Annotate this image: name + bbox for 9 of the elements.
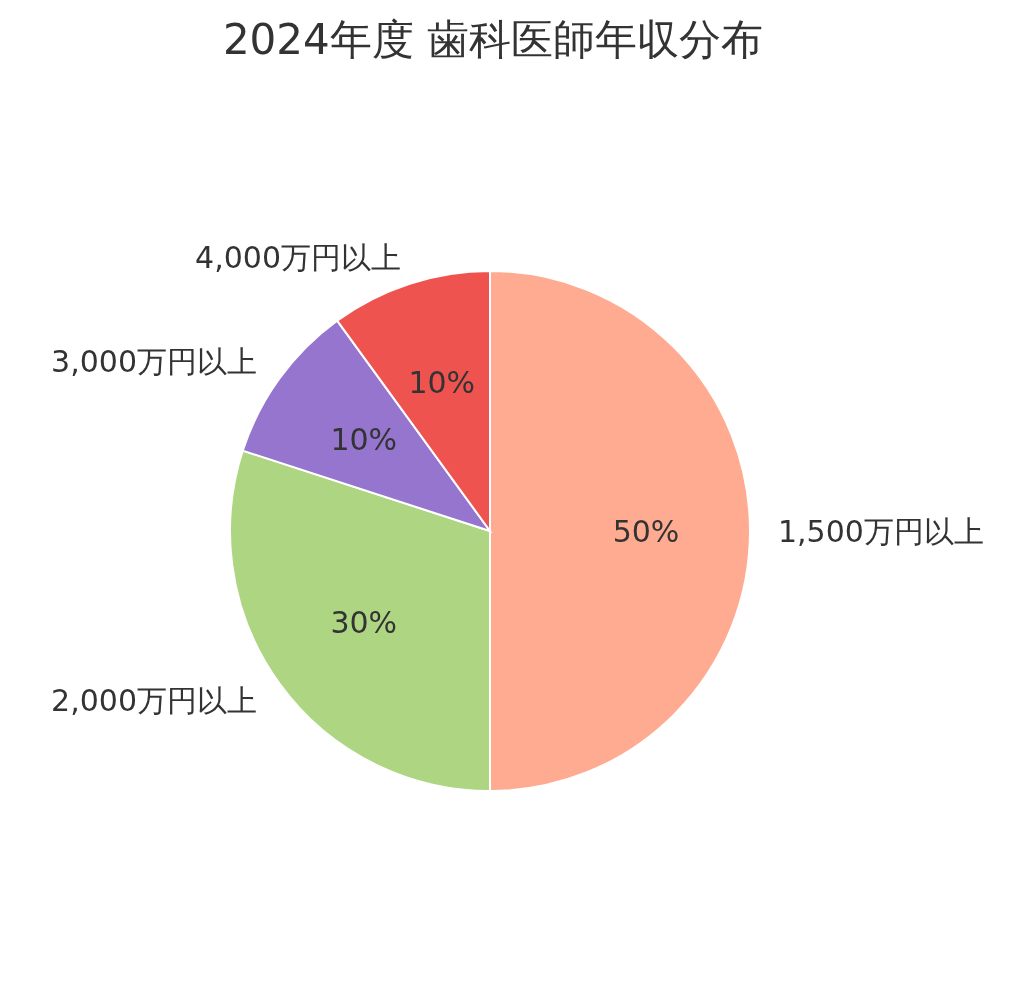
data-label: 30% (330, 605, 398, 641)
slice-label: 1,500万円以上 (778, 513, 984, 549)
slice-label: 4,000万円以上 (195, 239, 401, 275)
data-label: 50% (612, 513, 680, 549)
data-label: 10% (408, 365, 476, 401)
slice-label: 3,000万円以上 (51, 344, 257, 380)
chart-title: 2024年度 歯科医師年収分布 (221, 14, 765, 66)
slice-label: 2,000万円以上 (51, 682, 257, 718)
data-label: 10% (330, 421, 398, 457)
